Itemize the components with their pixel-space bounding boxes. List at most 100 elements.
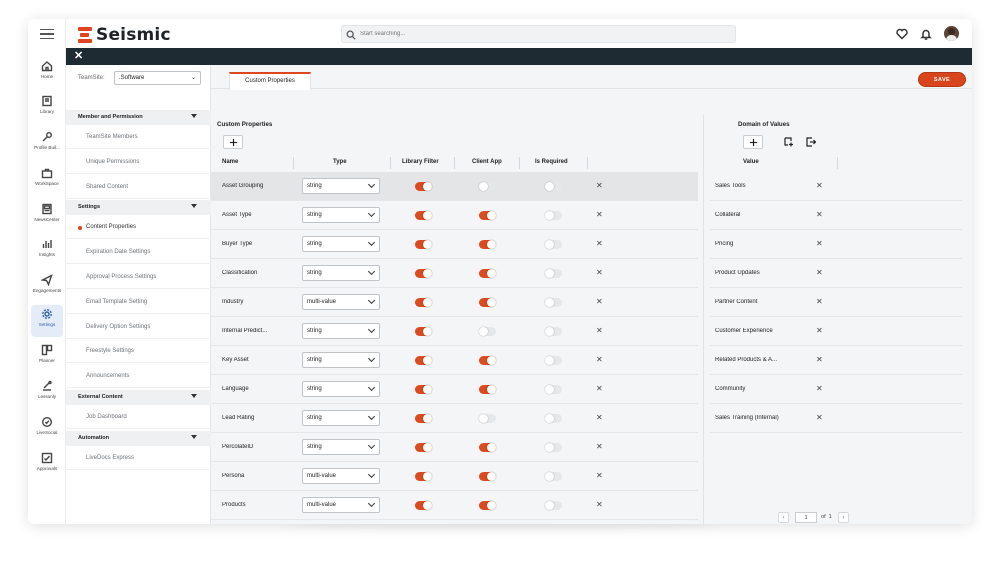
page-input[interactable]: 1 bbox=[795, 511, 817, 523]
delete-icon[interactable]: ✕ bbox=[596, 297, 603, 306]
delete-icon[interactable]: ✕ bbox=[816, 268, 823, 277]
is-required-toggle[interactable] bbox=[545, 356, 562, 365]
value-row[interactable]: Sales Training (Internal) ✕ bbox=[710, 404, 962, 433]
delete-icon[interactable]: ✕ bbox=[816, 413, 823, 422]
add-to-list-button[interactable] bbox=[780, 135, 798, 149]
type-select[interactable]: string bbox=[302, 381, 380, 397]
delete-icon[interactable]: ✕ bbox=[596, 239, 603, 248]
teamsite-select[interactable]: .Software ⌄ bbox=[114, 71, 201, 85]
value-row[interactable]: Community ✕ bbox=[710, 375, 962, 404]
is-required-toggle[interactable] bbox=[545, 327, 562, 336]
type-select[interactable]: multi-value bbox=[302, 497, 380, 513]
table-row[interactable]: Classification string ✕ bbox=[211, 259, 698, 288]
nav-item-delivery-option-settings[interactable]: Delivery Option Settings bbox=[66, 315, 211, 339]
library-filter-toggle[interactable] bbox=[415, 298, 432, 307]
nav-section-automation[interactable]: Automation bbox=[66, 430, 211, 446]
is-required-toggle[interactable] bbox=[545, 501, 562, 510]
value-row[interactable]: Related Products & A... ✕ bbox=[710, 346, 962, 375]
rail-item-lessonly[interactable]: Lessonly bbox=[31, 377, 63, 409]
table-row[interactable]: Asset Type string ✕ bbox=[211, 201, 698, 230]
prev-page-button[interactable]: ‹ bbox=[778, 511, 789, 523]
is-required-toggle[interactable] bbox=[545, 211, 562, 220]
delete-icon[interactable]: ✕ bbox=[816, 326, 823, 335]
table-row[interactable]: Internal Predict... string ✕ bbox=[211, 317, 698, 346]
nav-item-email-template-setting[interactable]: Email Template Setting bbox=[66, 290, 211, 314]
library-filter-toggle[interactable] bbox=[415, 327, 432, 336]
nav-item-shared-content[interactable]: Shared Content bbox=[66, 175, 211, 199]
is-required-toggle[interactable] bbox=[545, 414, 562, 423]
type-select[interactable]: string bbox=[302, 352, 380, 368]
library-filter-toggle[interactable] bbox=[415, 443, 432, 452]
delete-icon[interactable]: ✕ bbox=[596, 413, 603, 422]
value-row[interactable]: Collateral ✕ bbox=[710, 201, 962, 230]
is-required-toggle[interactable] bbox=[545, 385, 562, 394]
nav-section-external-content[interactable]: External Content bbox=[66, 390, 211, 405]
value-row[interactable]: Product Updates ✕ bbox=[710, 259, 962, 288]
is-required-toggle[interactable] bbox=[545, 240, 562, 249]
client-app-toggle[interactable] bbox=[479, 472, 496, 481]
nav-item-teamsite-members[interactable]: TeamSite Members bbox=[66, 125, 211, 149]
client-app-toggle[interactable] bbox=[479, 443, 496, 452]
client-app-toggle[interactable] bbox=[479, 269, 496, 278]
is-required-toggle[interactable] bbox=[545, 182, 562, 191]
rail-item-newscenter[interactable]: NewsCenter bbox=[31, 200, 63, 232]
table-row[interactable]: Lead Rating string ✕ bbox=[211, 404, 698, 433]
table-row[interactable]: Buyer Type string ✕ bbox=[211, 230, 698, 259]
table-row[interactable]: Persona multi-value ✕ bbox=[211, 462, 698, 491]
delete-icon[interactable]: ✕ bbox=[596, 181, 603, 190]
global-search[interactable] bbox=[341, 25, 736, 43]
rail-item-library[interactable]: Library bbox=[31, 92, 63, 124]
library-filter-toggle[interactable] bbox=[415, 182, 432, 191]
nav-item-livedocs-express[interactable]: LiveDocs Express bbox=[66, 446, 211, 470]
library-filter-toggle[interactable] bbox=[415, 240, 432, 249]
rail-item-approvals[interactable]: Approvals bbox=[31, 449, 63, 481]
client-app-toggle[interactable] bbox=[479, 327, 496, 336]
client-app-toggle[interactable] bbox=[479, 385, 496, 394]
library-filter-toggle[interactable] bbox=[415, 385, 432, 394]
delete-icon[interactable]: ✕ bbox=[816, 239, 823, 248]
export-button[interactable] bbox=[802, 135, 820, 149]
table-row[interactable]: Industry multi-value ✕ bbox=[211, 288, 698, 317]
is-required-toggle[interactable] bbox=[545, 472, 562, 481]
rail-item-home[interactable]: Home bbox=[31, 57, 63, 89]
rail-item-engagements[interactable]: Engagements bbox=[31, 271, 63, 303]
delete-icon[interactable]: ✕ bbox=[816, 181, 823, 190]
is-required-toggle[interactable] bbox=[545, 443, 562, 452]
value-row[interactable]: Sales Tools ✕ bbox=[710, 172, 962, 201]
library-filter-toggle[interactable] bbox=[415, 356, 432, 365]
client-app-toggle[interactable] bbox=[479, 298, 496, 307]
next-page-button[interactable]: › bbox=[837, 511, 849, 523]
type-select[interactable]: string bbox=[302, 207, 380, 223]
delete-icon[interactable]: ✕ bbox=[596, 355, 603, 364]
delete-icon[interactable]: ✕ bbox=[596, 268, 603, 277]
table-row[interactable]: PercolateID string ✕ bbox=[211, 433, 698, 462]
is-required-toggle[interactable] bbox=[545, 298, 562, 307]
delete-icon[interactable]: ✕ bbox=[816, 297, 823, 306]
delete-icon[interactable]: ✕ bbox=[596, 384, 603, 393]
search-input[interactable] bbox=[360, 28, 720, 40]
seismic-logo[interactable]: Seismic bbox=[78, 25, 171, 45]
value-row[interactable]: Pricing ✕ bbox=[710, 230, 962, 259]
rail-item-settings[interactable]: Settings bbox=[31, 305, 63, 337]
delete-icon[interactable]: ✕ bbox=[816, 210, 823, 219]
library-filter-toggle[interactable] bbox=[415, 472, 432, 481]
nav-section-settings[interactable]: Settings bbox=[66, 200, 211, 216]
library-filter-toggle[interactable] bbox=[415, 414, 432, 423]
library-filter-toggle[interactable] bbox=[415, 269, 432, 278]
value-row[interactable]: Partner Content ✕ bbox=[710, 288, 962, 317]
type-select[interactable]: multi-value bbox=[302, 468, 380, 484]
delete-icon[interactable]: ✕ bbox=[596, 442, 603, 451]
nav-item-content-properties[interactable]: Content Properties bbox=[66, 215, 211, 240]
nav-item-expiration-date-settings[interactable]: Expiration Date Settings bbox=[66, 240, 211, 265]
type-select[interactable]: string bbox=[302, 410, 380, 426]
rail-item-workspace[interactable]: WorkSpace bbox=[31, 164, 63, 196]
type-select[interactable]: string bbox=[302, 265, 380, 281]
heart-icon[interactable] bbox=[896, 27, 908, 40]
tab-custom-properties[interactable]: Custom Properties bbox=[229, 72, 311, 90]
rail-item-insights[interactable]: Insights bbox=[31, 235, 63, 267]
nav-item-freestyle-settings[interactable]: Freestyle Settings bbox=[66, 339, 211, 364]
nav-item-unique-permissions[interactable]: Unique Permissions bbox=[66, 150, 211, 174]
delete-icon[interactable]: ✕ bbox=[816, 384, 823, 393]
is-required-toggle[interactable] bbox=[545, 269, 562, 278]
table-row[interactable]: Products multi-value ✕ bbox=[211, 491, 698, 520]
